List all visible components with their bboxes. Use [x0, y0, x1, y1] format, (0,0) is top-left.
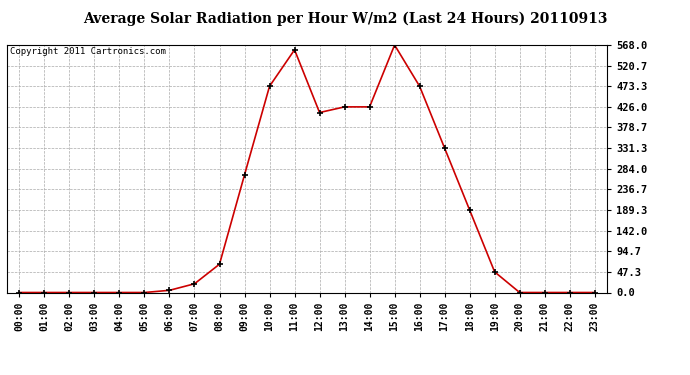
Text: Copyright 2011 Cartronics.com: Copyright 2011 Cartronics.com: [10, 48, 166, 57]
Text: Average Solar Radiation per Hour W/m2 (Last 24 Hours) 20110913: Average Solar Radiation per Hour W/m2 (L…: [83, 11, 607, 26]
